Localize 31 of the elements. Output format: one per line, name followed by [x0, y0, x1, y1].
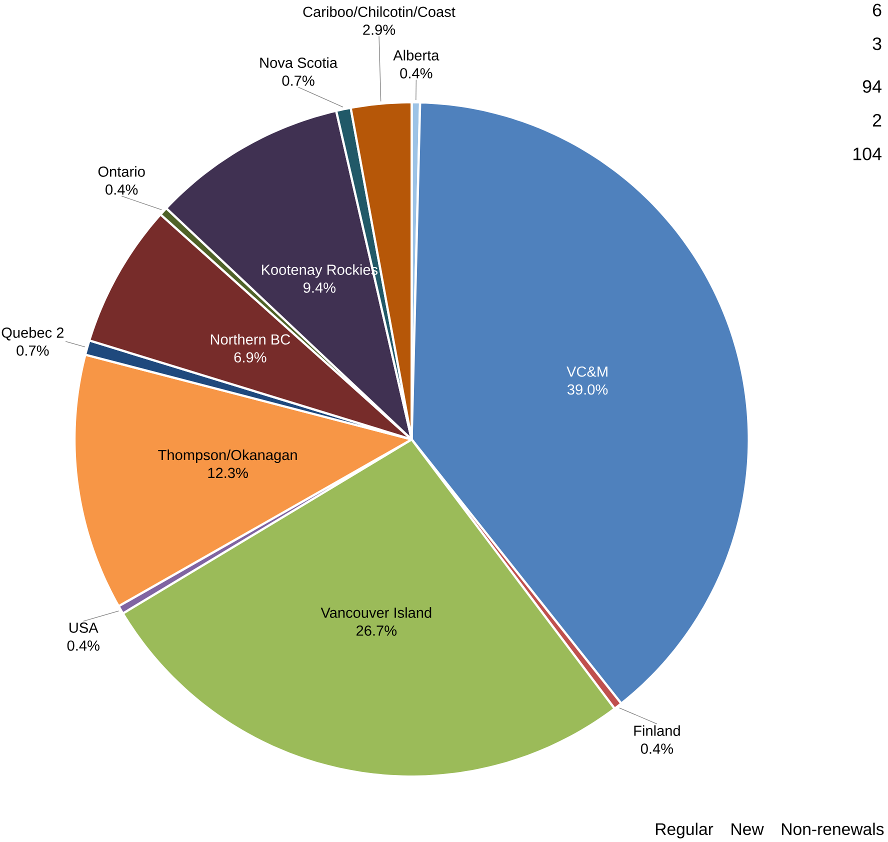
- slice-label: Quebec 2: [2, 327, 64, 340]
- text: 3: [872, 37, 882, 50]
- text: 2: [872, 114, 882, 126]
- slice-label: Thompson/Okanagan: [158, 449, 297, 463]
- data-label: 0.4%: [106, 184, 138, 195]
- slice-label: USA: [70, 622, 98, 633]
- slice-label: VC&M: [566, 366, 608, 377]
- slice-label: Finland: [634, 725, 680, 736]
- slice-label: Nova Scotia: [260, 57, 338, 68]
- data-label: 0.7%: [16, 345, 49, 356]
- slice-label: Northern BC: [210, 334, 290, 345]
- slice-label: Ontario: [98, 166, 145, 177]
- slice-label: Cariboo/Chilcotin/Coast: [303, 6, 456, 17]
- slice-label: Vancouver Island: [320, 607, 432, 618]
- text: 94: [862, 80, 882, 93]
- text: Regular: [656, 822, 714, 838]
- data-label: 6.9%: [234, 352, 266, 362]
- data-label: 0.4%: [400, 68, 432, 78]
- text: New: [732, 823, 764, 835]
- data-label: 39.0%: [567, 384, 608, 395]
- data-label: 0.4%: [640, 743, 674, 754]
- data-label: 12.3%: [208, 468, 248, 478]
- text: Non-renewals: [782, 822, 884, 835]
- data-label: 0.7%: [282, 75, 314, 86]
- slice-label: Alberta: [393, 50, 440, 60]
- data-label: 26.7%: [356, 625, 397, 636]
- data-label: 2.9%: [363, 24, 396, 35]
- text: 104: [854, 148, 882, 160]
- text: 6: [872, 4, 882, 16]
- data-label: 9.4%: [304, 282, 336, 293]
- data-label: 0.4%: [67, 640, 100, 651]
